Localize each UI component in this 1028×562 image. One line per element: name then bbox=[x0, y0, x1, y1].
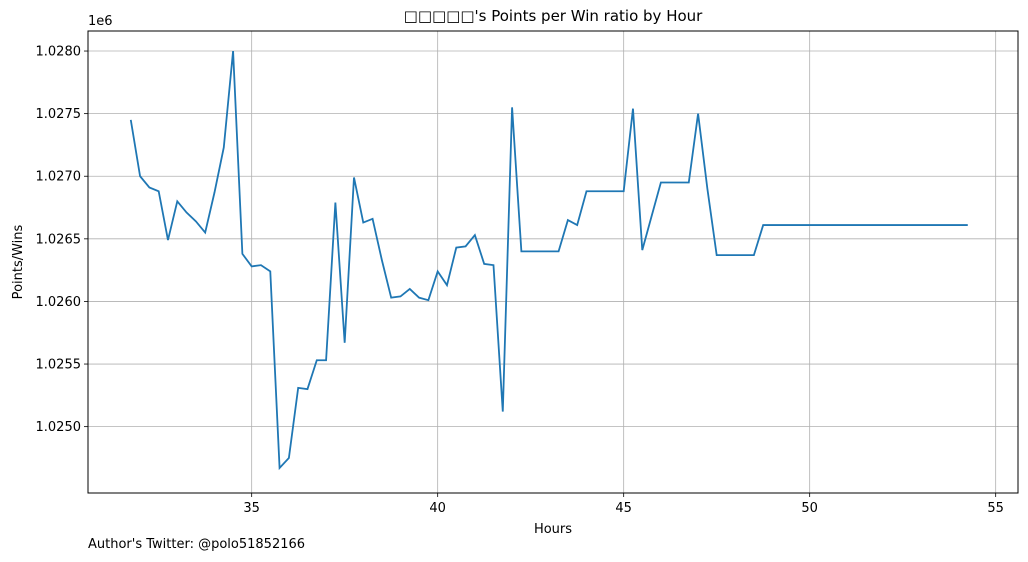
x-tick-label: 50 bbox=[801, 501, 818, 516]
y-tick-label: 1.0265 bbox=[36, 232, 82, 247]
x-axis-label: Hours bbox=[534, 522, 572, 537]
y-axis: 1.0250 1.0255 1.0260 1.0265 1.0270 1.0275 1.02… bbox=[36, 45, 88, 435]
y-tick-label: 1.0270 bbox=[36, 170, 82, 185]
x-tick-label: 35 bbox=[243, 501, 260, 516]
x-tick-label: 40 bbox=[429, 501, 446, 516]
y-axis-label: Points/Wins bbox=[11, 224, 26, 299]
plot-frame bbox=[87, 30, 1019, 494]
grid bbox=[88, 31, 1018, 493]
chart-title: □□□□□'s Points per Win ratio by Hour bbox=[404, 7, 704, 25]
author-credit: Author's Twitter: @polo51852166 bbox=[88, 537, 306, 552]
x-tick-label: 55 bbox=[987, 501, 1004, 516]
y-tick-label: 1.0280 bbox=[36, 45, 82, 60]
y-tick-label: 1.0250 bbox=[36, 420, 82, 435]
x-axis: 35 40 45 50 55 bbox=[243, 493, 1004, 516]
series-line bbox=[129, 50, 968, 471]
y-tick-label: 1.0255 bbox=[36, 358, 82, 373]
y-offset-text: 1e6 bbox=[88, 14, 113, 29]
y-tick-label: 1.0260 bbox=[36, 295, 82, 310]
x-tick-label: 45 bbox=[615, 501, 632, 516]
y-tick-label: 1.0275 bbox=[36, 107, 82, 122]
